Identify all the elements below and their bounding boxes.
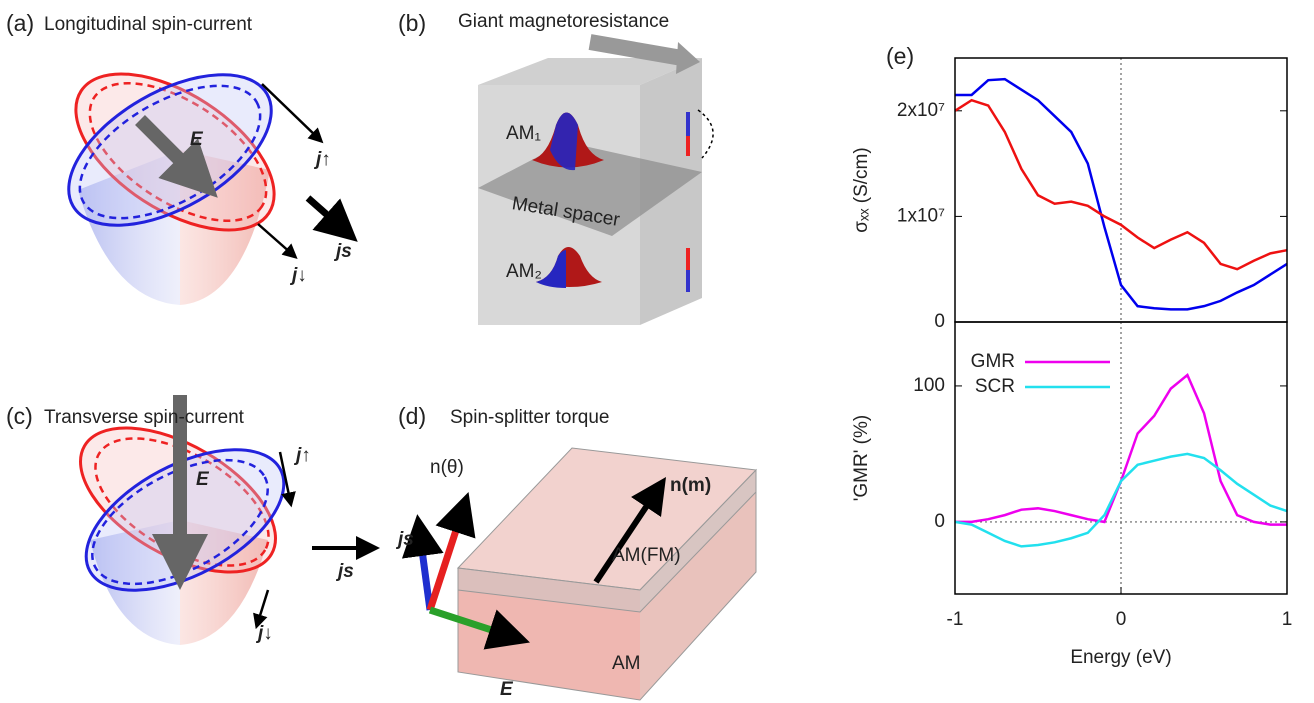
x-axis-label: Energy (eV)	[1070, 647, 1171, 668]
panel-title: Giant magnetoresistance	[458, 11, 669, 32]
y-tick-label: 1x10⁷	[897, 205, 945, 226]
label: j↓	[289, 265, 307, 286]
x-tick-label: -1	[947, 609, 964, 630]
j-down-arrow	[258, 590, 268, 622]
label: AM(FM)	[612, 545, 681, 566]
x-tick-label: 0	[1116, 609, 1127, 630]
label: j↑	[293, 445, 311, 466]
panel-title: Longitudinal spin-current	[44, 14, 253, 35]
panel-label: (b)	[398, 10, 426, 36]
panel-label: (a)	[6, 10, 34, 36]
n-theta-axis	[430, 512, 462, 610]
js-arrow	[308, 198, 342, 228]
label: js	[333, 241, 352, 262]
label: AM	[612, 653, 641, 674]
panel-c: (c) Transverse spin-current E j↑ j↓ js	[6, 395, 368, 645]
x-tick-label: 1	[1282, 609, 1293, 630]
j-down-arrow	[258, 224, 292, 254]
current-arrow	[590, 42, 682, 58]
panel-label: (d)	[398, 403, 426, 429]
figure: (a) Longitudinal spin-current E j↑ j↓ js…	[0, 0, 1314, 703]
legend-label: GMR	[971, 351, 1015, 372]
label: AM₁	[506, 123, 541, 144]
y-tick-label: 100	[913, 375, 945, 396]
label: E	[500, 679, 514, 700]
panel-title: Spin-splitter torque	[450, 407, 609, 428]
y-axis-label: σₓₓ (S/cm)	[851, 147, 872, 232]
panel-d: (d) Spin-splitter torque n(m) n(θ) js E …	[395, 403, 756, 700]
panel-label: (e)	[886, 43, 914, 69]
label: n(m)	[670, 475, 711, 496]
y-tick-label: 0	[934, 511, 945, 532]
label: j↑	[313, 149, 331, 170]
label: E	[196, 469, 210, 490]
panel-a: (a) Longitudinal spin-current E j↑ j↓ js	[6, 10, 352, 305]
label: AM₂	[506, 261, 542, 282]
panel-title: Transverse spin-current	[44, 407, 245, 428]
panel-b: (b) Giant magnetoresistance AM₁ Metal sp…	[398, 10, 713, 325]
y-axis-label: 'GMR' (%)	[851, 415, 872, 501]
page: (a) Longitudinal spin-current E j↑ j↓ js…	[0, 0, 1314, 703]
y-tick-label: 0	[934, 311, 945, 332]
legend-label: SCR	[975, 376, 1015, 397]
y-tick-label: 2x10⁷	[897, 100, 945, 121]
panel-label: (c)	[6, 403, 33, 429]
label: j↓	[255, 623, 273, 644]
js-axis	[420, 535, 430, 610]
label: js	[395, 529, 414, 550]
label: js	[335, 561, 354, 582]
label: E	[190, 129, 204, 150]
label: n(θ)	[430, 457, 464, 478]
